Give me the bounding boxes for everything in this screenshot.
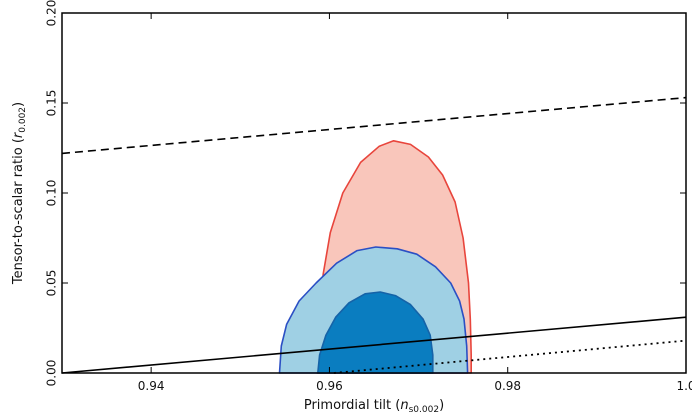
x-tick-label: 0.96 <box>316 379 343 393</box>
contour-layer <box>278 140 473 374</box>
x-tick-label: 0.94 <box>138 379 165 393</box>
y-axis-label: Tensor-to-scalar ratio (r0.002) <box>11 102 28 285</box>
x-axis-label-subscript: s0.002 <box>409 405 439 415</box>
dotted-line <box>333 339 687 374</box>
y-tick-label: 0.05 <box>45 270 59 297</box>
x-axis-label-symbol: n <box>400 398 408 413</box>
dashed-line <box>61 96 687 155</box>
y-axis-label-subscript: 0.002 <box>18 107 28 133</box>
confidence-contour-3 <box>316 291 434 374</box>
x-axis-label-prefix: Primordial tilt ( <box>304 398 401 413</box>
tick-layer: 0.94 0.96 0.98 1.0 0.00 0.05 0.10 0.15 0.20 <box>45 0 692 393</box>
y-axis-label-suffix: ) <box>11 102 26 107</box>
x-axis-label-suffix: ) <box>439 398 444 413</box>
x-tick-label: 0.98 <box>494 379 521 393</box>
y-tick-label: 0.00 <box>45 360 59 387</box>
y-axis-label-prefix: Tensor-to-scalar ratio ( <box>11 138 26 285</box>
solid-line <box>61 316 687 374</box>
x-axis-label: Primordial tilt (ns0.002) <box>304 398 444 415</box>
y-tick-label: 0.15 <box>45 90 59 117</box>
x-tick-label: 1.0 <box>676 379 692 393</box>
y-tick-label: 0.10 <box>45 180 59 207</box>
line-layer <box>61 96 687 374</box>
y-axis-label-symbol: r <box>11 131 26 138</box>
y-tick-label: 0.20 <box>45 0 59 26</box>
